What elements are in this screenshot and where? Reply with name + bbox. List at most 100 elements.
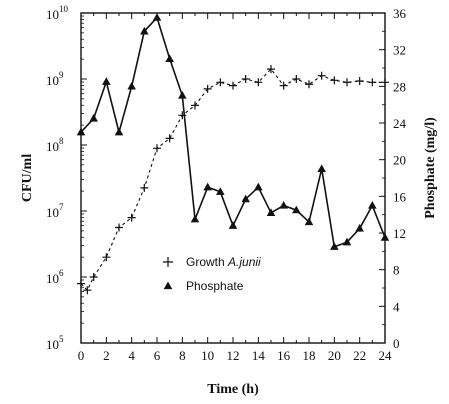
data-point-triangle	[368, 201, 377, 209]
x-tick-label: 4	[128, 348, 135, 363]
legend-entry: Growth A.junii	[163, 255, 261, 269]
data-point-triangle	[254, 182, 263, 191]
legend-label: Phosphate	[186, 279, 244, 293]
data-point-plus	[140, 183, 149, 192]
legend-label-species: A.junii	[227, 255, 261, 269]
data-point-plus	[102, 253, 111, 262]
data-point-triangle	[380, 233, 390, 241]
data-point-plus	[381, 78, 389, 87]
x-tick-label: 6	[154, 348, 161, 363]
x-tick-label: 22	[353, 348, 366, 363]
y-right-tick-label: 12	[393, 226, 406, 241]
y-left-tick-base: 10	[46, 7, 59, 22]
axis-labels: Time (h) CFU/ml Phosphate (mg/l)	[20, 117, 438, 397]
y-left-tick-base: 10	[46, 205, 59, 220]
x-tick-label: 20	[328, 348, 341, 363]
data-point-plus	[229, 81, 237, 90]
data-point-triangle	[190, 214, 200, 223]
legend: Growth A.junii Phosphate	[163, 255, 261, 293]
data-point-plus	[83, 286, 92, 295]
data-point-plus	[77, 279, 85, 288]
y-right-tick-label: 28	[393, 79, 406, 94]
x-tick-label: 12	[227, 348, 240, 363]
data-point-triangle	[127, 81, 136, 90]
data-point-plus	[216, 78, 225, 87]
data-point-triangle	[266, 208, 276, 216]
y-left-tick-exponent: 5	[59, 334, 64, 344]
y-left-tick-label: 10	[46, 73, 59, 88]
data-point-plus	[317, 71, 326, 80]
data-point-plus	[89, 273, 98, 281]
data-point-plus	[191, 101, 199, 110]
data-point-triangle	[355, 223, 364, 232]
data-point-triangle	[342, 237, 352, 246]
series-line	[80, 68, 385, 292]
legend-marker-triangle	[163, 281, 173, 290]
y-right-axis-title: Phosphate (mg/l)	[423, 117, 438, 219]
y-right-tick-label: 24	[393, 116, 407, 131]
plot-frame	[80, 12, 386, 344]
data-point-triangle	[102, 77, 111, 85]
y-right-tick-label: 20	[393, 153, 406, 168]
data-point-triangle	[165, 54, 174, 62]
data-point-triangle	[178, 91, 187, 99]
series-line	[80, 16, 386, 248]
data-point-triangle	[140, 26, 149, 35]
y-left-tick-label: 10	[46, 337, 59, 352]
data-point-plus	[115, 223, 123, 232]
y-left-tick-base: 10	[46, 139, 59, 154]
x-tick-label: 2	[103, 348, 110, 363]
data-point-plus	[203, 84, 212, 93]
x-axis-title: Time (h)	[207, 382, 259, 397]
y-right-tick-label: 0	[393, 336, 400, 351]
data-point-plus	[292, 75, 301, 83]
y-right-tick-label: 16	[393, 189, 407, 204]
data-point-plus	[267, 65, 275, 74]
y-left-tick-label: 10	[46, 139, 59, 154]
x-tick-label: 18	[303, 348, 316, 363]
data-point-plus	[330, 76, 339, 85]
x-tick-label: 10	[201, 348, 214, 363]
y-left-tick-label: 10	[46, 7, 59, 22]
data-point-triangle	[241, 194, 250, 203]
x-tick-label: 16	[277, 348, 291, 363]
data-point-plus	[343, 78, 351, 87]
series-growth	[77, 65, 389, 295]
data-point-triangle	[89, 113, 98, 122]
data-point-triangle	[292, 205, 301, 214]
data-point-plus	[241, 75, 250, 83]
data-point-triangle	[304, 217, 314, 226]
x-tick-label: 24	[379, 348, 393, 363]
legend-label: Growth A.junii	[186, 255, 261, 269]
series-phosphate	[76, 13, 390, 250]
data-point-triangle	[114, 127, 124, 136]
y-left-tick-exponent: 7	[59, 202, 64, 212]
y-right-tick-label: 36	[393, 6, 407, 21]
y-left-tick-label: 10	[46, 271, 59, 286]
series-layer	[76, 13, 390, 295]
data-point-triangle	[317, 164, 326, 172]
data-point-triangle	[152, 13, 162, 21]
y-left-tick-base: 10	[46, 337, 59, 352]
data-point-triangle	[279, 201, 288, 209]
data-point-triangle	[228, 221, 238, 229]
data-point-triangle	[216, 187, 225, 195]
data-point-triangle	[203, 182, 212, 191]
x-tick-label: 8	[179, 348, 186, 363]
y-right-tick-label: 8	[393, 263, 400, 278]
y-left-tick-base: 10	[46, 73, 59, 88]
legend-marker-plus	[163, 257, 173, 267]
data-point-plus	[165, 134, 174, 143]
legend-entry: Phosphate	[163, 279, 244, 293]
y-left-tick-exponent: 8	[59, 136, 64, 146]
y-right-tick-label: 32	[393, 43, 406, 58]
x-tick-label: 14	[252, 348, 266, 363]
data-point-plus	[355, 76, 364, 85]
y-right-tick-label: 4	[393, 299, 400, 314]
y-left-axis-title: CFU/ml	[20, 154, 35, 202]
plot-border	[80, 12, 386, 344]
data-point-plus	[153, 144, 161, 153]
data-point-plus	[254, 78, 263, 87]
